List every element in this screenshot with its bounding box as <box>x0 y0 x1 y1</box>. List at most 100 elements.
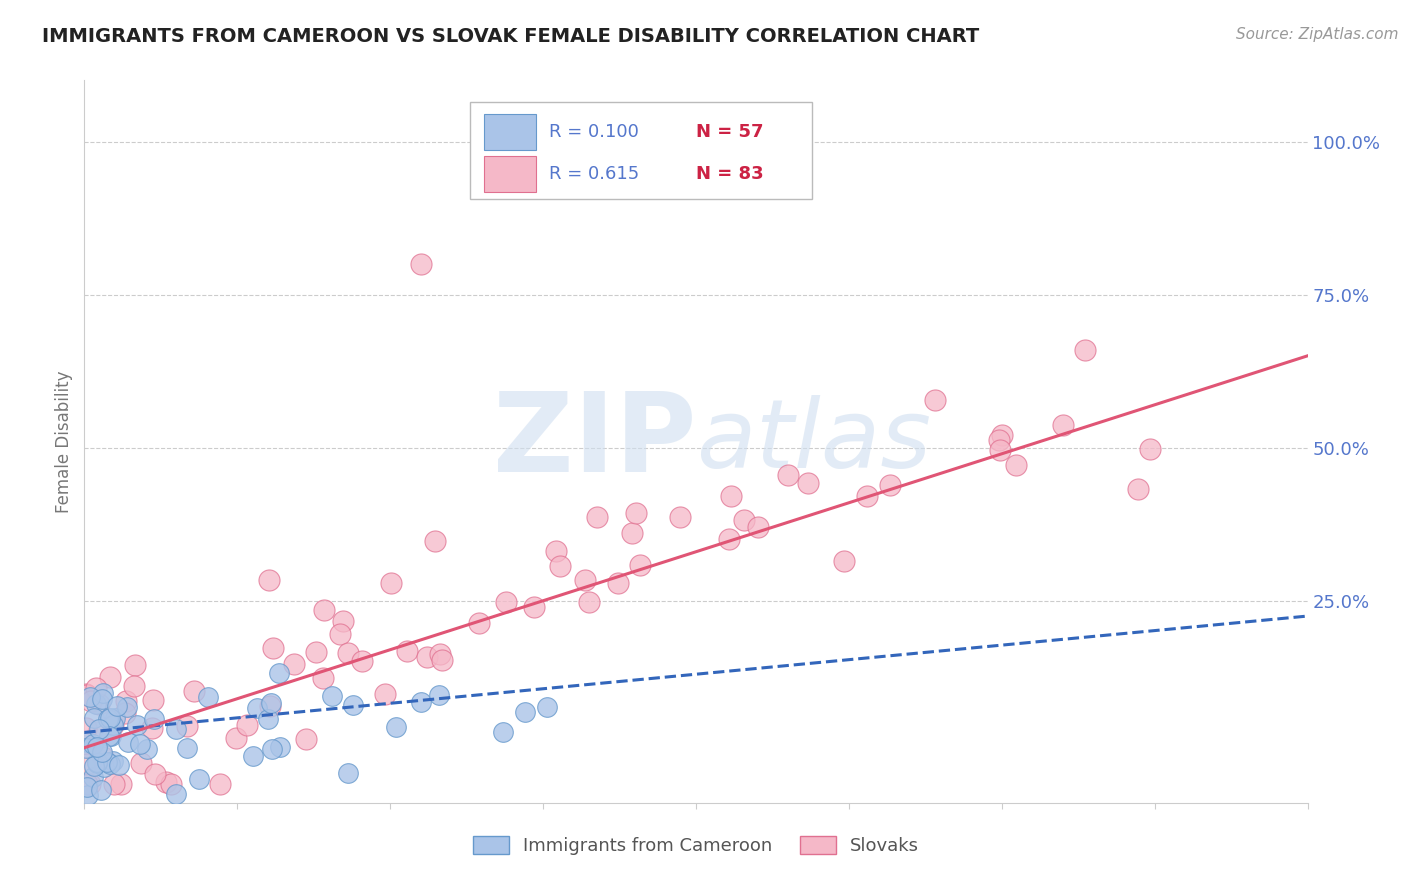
Point <box>79 690 101 705</box>
Point <box>654 122 676 136</box>
Point <box>117 734 139 748</box>
Point <box>776 467 799 482</box>
Point <box>385 720 408 734</box>
Point <box>342 698 364 712</box>
Point <box>103 718 125 732</box>
Point <box>159 777 181 791</box>
Point <box>336 646 359 660</box>
Point <box>628 558 651 573</box>
Point <box>495 595 517 609</box>
Point <box>76 688 98 702</box>
Point <box>312 671 335 685</box>
Point <box>429 647 451 661</box>
Point <box>197 690 219 705</box>
Point <box>75 687 97 701</box>
Point <box>548 558 571 573</box>
Point <box>91 691 114 706</box>
Point <box>89 697 111 711</box>
Point <box>129 756 152 770</box>
Point <box>96 755 118 769</box>
Point <box>90 783 112 797</box>
Point <box>267 665 290 680</box>
Point <box>329 627 352 641</box>
Text: N = 57: N = 57 <box>696 123 763 141</box>
Point <box>409 695 432 709</box>
Text: R = 0.615: R = 0.615 <box>550 165 640 183</box>
Point <box>246 700 269 714</box>
Point <box>832 554 855 568</box>
Point <box>114 706 136 721</box>
Point <box>115 699 138 714</box>
Point <box>720 489 742 503</box>
Point <box>98 729 121 743</box>
Point <box>155 774 177 789</box>
Point <box>165 787 187 801</box>
Point <box>624 506 647 520</box>
Point <box>578 595 600 609</box>
Point <box>124 658 146 673</box>
Point <box>924 392 946 407</box>
Point <box>98 671 121 685</box>
Point <box>733 513 755 527</box>
Point <box>141 721 163 735</box>
Point <box>98 711 121 725</box>
Text: R = 0.100: R = 0.100 <box>550 123 640 141</box>
Point <box>423 534 446 549</box>
Point <box>321 689 343 703</box>
Text: ZIP: ZIP <box>492 388 696 495</box>
Point <box>142 712 165 726</box>
Point <box>90 745 112 759</box>
Point <box>257 573 280 587</box>
Point <box>717 533 740 547</box>
Point <box>669 509 692 524</box>
Point <box>129 738 152 752</box>
Point <box>208 777 231 791</box>
Point <box>76 734 98 748</box>
Point <box>796 475 818 490</box>
Point <box>77 739 100 754</box>
Point <box>283 657 305 671</box>
Point <box>79 777 101 791</box>
Point <box>259 698 281 713</box>
Point <box>84 698 107 712</box>
Point <box>75 740 97 755</box>
Point <box>855 489 877 503</box>
Point <box>607 576 630 591</box>
Point <box>165 722 187 736</box>
Point <box>127 718 149 732</box>
Point <box>1126 482 1149 496</box>
Point <box>988 442 1011 457</box>
Point <box>574 573 596 587</box>
Point <box>83 759 105 773</box>
Point <box>259 697 281 711</box>
Point <box>262 641 284 656</box>
Point <box>492 724 515 739</box>
Point <box>988 433 1011 447</box>
Point <box>620 525 643 540</box>
Text: IMMIGRANTS FROM CAMEROON VS SLOVAK FEMALE DISABILITY CORRELATION CHART: IMMIGRANTS FROM CAMEROON VS SLOVAK FEMAL… <box>42 27 980 45</box>
Point <box>183 684 205 698</box>
Point <box>260 742 283 756</box>
Point <box>416 650 439 665</box>
Point <box>114 693 136 707</box>
Point <box>176 719 198 733</box>
Text: N = 83: N = 83 <box>696 165 763 183</box>
Point <box>82 737 104 751</box>
Point <box>80 694 103 708</box>
Point <box>1004 458 1026 472</box>
Point <box>586 510 609 524</box>
Point <box>86 756 108 771</box>
FancyBboxPatch shape <box>484 114 536 151</box>
Point <box>93 760 115 774</box>
Point <box>122 679 145 693</box>
Point <box>1052 418 1074 433</box>
Y-axis label: Female Disability: Female Disability <box>55 370 73 513</box>
Point <box>991 428 1014 442</box>
Point <box>101 717 124 731</box>
Text: atlas: atlas <box>696 395 931 488</box>
Point <box>467 616 489 631</box>
Point <box>374 687 396 701</box>
FancyBboxPatch shape <box>484 156 536 193</box>
Text: Source: ZipAtlas.com: Source: ZipAtlas.com <box>1236 27 1399 42</box>
Point <box>225 731 247 745</box>
